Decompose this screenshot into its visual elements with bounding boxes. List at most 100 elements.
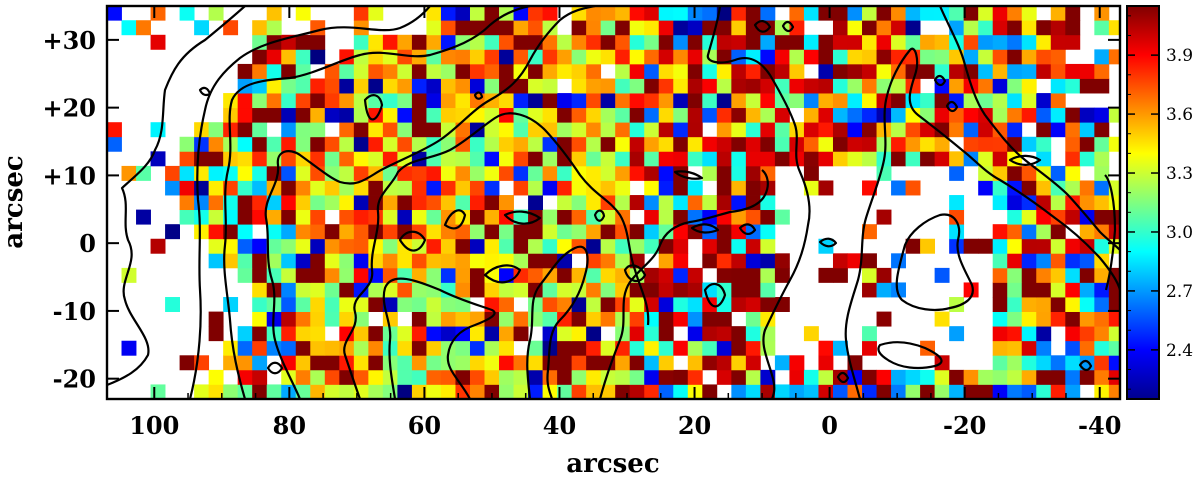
heatmap-cell — [774, 267, 790, 283]
heatmap-cell — [644, 355, 660, 371]
heatmap-cell — [194, 136, 210, 152]
heatmap-cell — [1036, 195, 1052, 211]
heatmap-cell — [978, 165, 994, 181]
heatmap-cell — [803, 49, 819, 65]
heatmap-cell — [600, 122, 616, 138]
heatmap-cell — [847, 253, 863, 269]
heatmap-cell — [499, 49, 514, 65]
heatmap-cell — [310, 253, 326, 269]
heatmap-cell — [440, 297, 456, 312]
heatmap-cell — [208, 151, 224, 167]
heatmap-cell — [615, 165, 631, 181]
heatmap-cell — [1036, 107, 1052, 123]
heatmap-cell — [687, 282, 703, 298]
colorbar-ticks: 3.9 3.6 3.3 3.0 2.7 2.4 — [1127, 15, 1193, 390]
heatmap-cell — [1050, 355, 1066, 371]
heatmap-cell — [426, 122, 442, 138]
heatmap-cell — [934, 267, 950, 283]
heatmap-cell — [353, 355, 369, 371]
heatmap-cell — [368, 209, 384, 225]
heatmap-cell — [353, 107, 369, 123]
heatmap-cell — [571, 180, 587, 196]
heatmap-cell — [1108, 297, 1120, 312]
heatmap-cell — [528, 267, 543, 283]
heatmap-cell — [600, 165, 616, 181]
x-tick-label: 20 — [678, 411, 711, 440]
heatmap-cell — [949, 122, 965, 138]
heatmap-cell — [920, 49, 936, 65]
heatmap-cell — [237, 107, 253, 123]
heatmap-cell — [252, 384, 268, 399]
heatmap-cell — [1065, 6, 1081, 21]
heatmap-cell — [208, 369, 224, 385]
heatmap-cell — [832, 151, 848, 167]
heatmap-cell — [978, 78, 994, 94]
heatmap-cell — [832, 136, 848, 152]
heatmap-cell — [1079, 267, 1095, 283]
heatmap-cell — [1036, 20, 1052, 36]
heatmap-cell — [571, 209, 587, 225]
heatmap-cell — [368, 49, 384, 65]
heatmap-cell — [281, 224, 297, 240]
heatmap-cell — [469, 195, 485, 211]
heatmap-cell — [1108, 107, 1120, 123]
heatmap-cell — [658, 122, 674, 138]
heatmap-cell — [499, 311, 514, 327]
heatmap-cell — [295, 49, 311, 65]
heatmap-cell — [310, 49, 326, 65]
heatmap-cell — [1007, 297, 1023, 312]
heatmap-cell — [600, 282, 616, 298]
heatmap-cell — [499, 267, 514, 283]
heatmap-cell — [513, 253, 529, 269]
heatmap-cell — [760, 253, 776, 269]
heatmap-cell — [876, 34, 892, 50]
heatmap-cell — [513, 180, 529, 196]
heatmap-cell — [644, 180, 660, 196]
heatmap-cell — [499, 355, 514, 371]
heatmap-cell — [905, 151, 921, 167]
heatmap-cell — [1021, 311, 1037, 327]
heatmap-cell — [600, 384, 616, 399]
heatmap-cell — [368, 151, 384, 167]
heatmap-cell — [252, 311, 268, 327]
heatmap-cell — [658, 267, 674, 283]
intensity-contours — [107, 6, 1120, 399]
heatmap-cell — [673, 253, 689, 269]
heatmap-cell — [440, 165, 456, 181]
heatmap-cell — [920, 136, 936, 152]
heatmap-cell — [571, 122, 587, 138]
heatmap-cell — [368, 282, 384, 298]
heatmap-cell — [382, 311, 398, 327]
heatmap-cell — [832, 267, 848, 283]
heatmap-cell — [1050, 282, 1066, 298]
heatmap-cell — [179, 6, 195, 21]
heatmap-cell — [542, 34, 558, 50]
heatmap-cell — [310, 34, 326, 50]
heatmap-cell — [586, 267, 602, 283]
heatmap-cell — [150, 151, 166, 167]
heatmap-cell — [687, 107, 703, 123]
heatmap-cell — [440, 93, 456, 109]
heatmap-cell — [1108, 355, 1120, 371]
heatmap-cell — [992, 311, 1008, 327]
heatmap-cell — [557, 282, 573, 298]
heatmap-cell — [644, 34, 660, 50]
heatmap-cell — [1079, 195, 1095, 211]
heatmap-cell — [658, 253, 674, 269]
heatmap-cell — [745, 209, 761, 225]
heatmap-cell — [586, 282, 602, 298]
heatmap-cell — [571, 63, 587, 79]
heatmap-cell — [731, 34, 747, 50]
colorbar-tick-label: 3.3 — [1166, 164, 1193, 184]
heatmap-cell — [223, 384, 239, 399]
heatmap-cell — [615, 180, 631, 196]
heatmap-cell — [469, 282, 485, 298]
heatmap-cell — [1094, 297, 1110, 312]
heatmap-cell — [266, 6, 282, 21]
heatmap-cell — [368, 369, 384, 385]
heatmap-cell — [832, 34, 848, 50]
heatmap-cell — [1094, 209, 1110, 225]
heatmap-cell — [862, 326, 877, 342]
heatmap-cell — [658, 49, 674, 65]
heatmap-cell — [629, 384, 645, 399]
